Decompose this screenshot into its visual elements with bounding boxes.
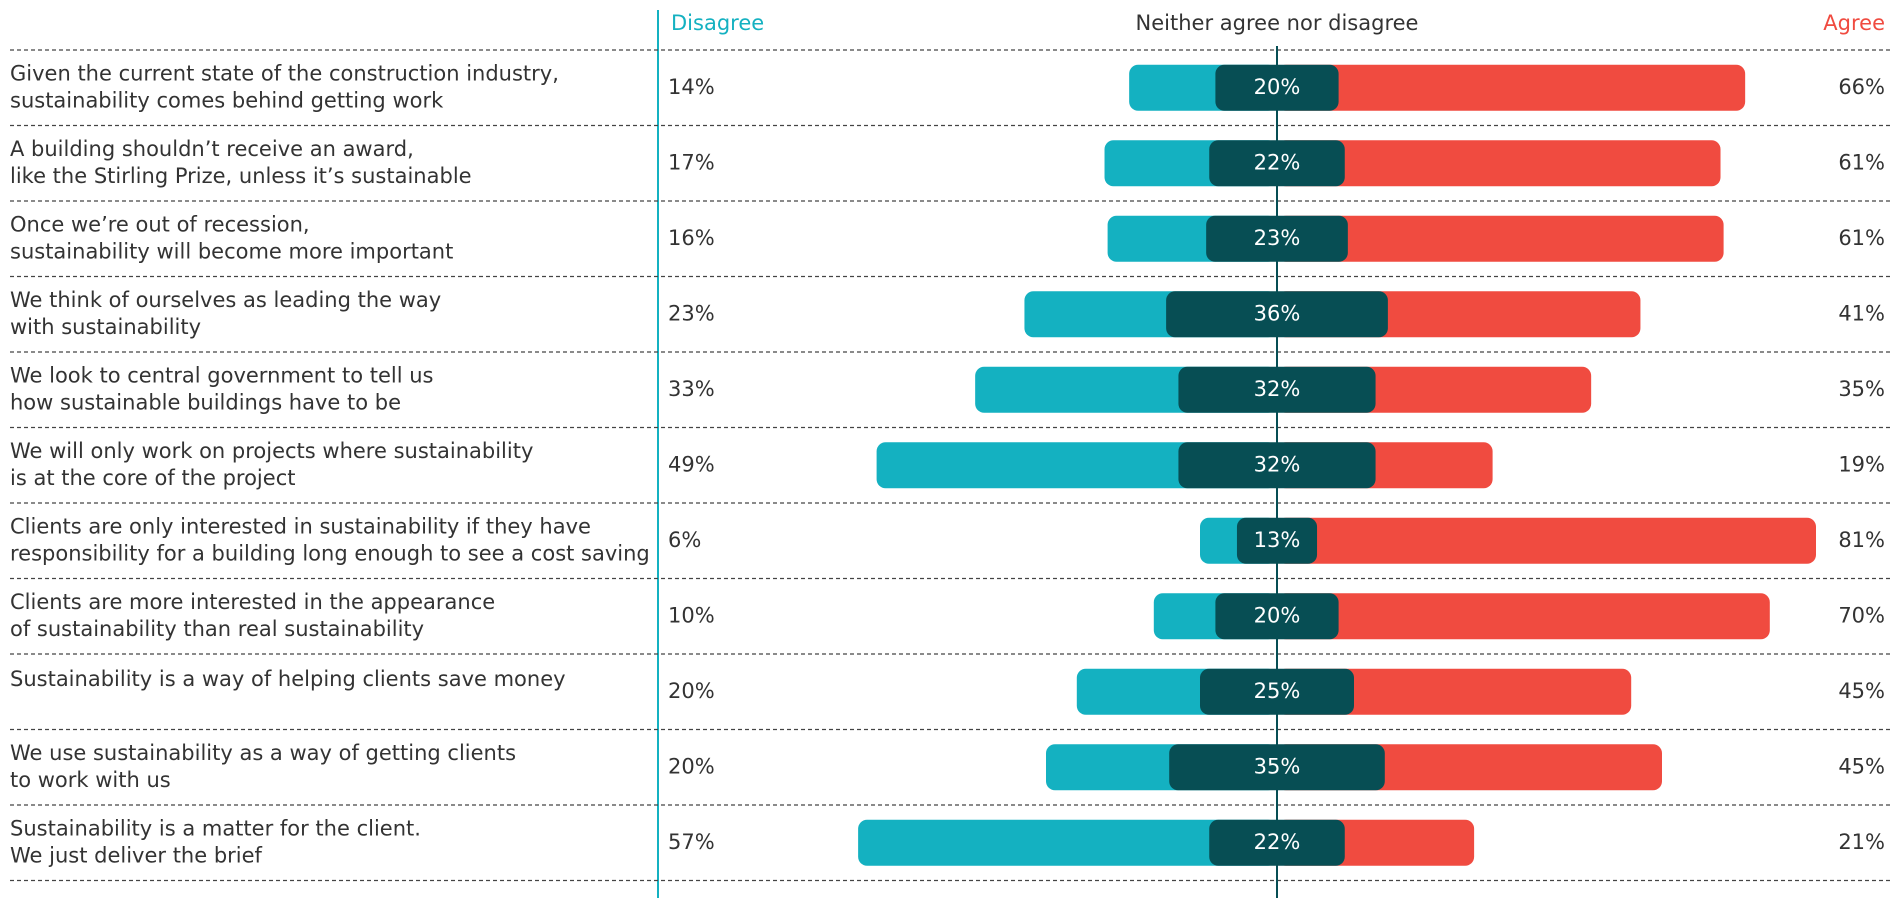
agree-label: 21%: [1838, 830, 1885, 854]
bar-agree: [1277, 215, 1724, 262]
agree-label: 70%: [1838, 603, 1885, 627]
row-label: Given the current state of the construct…: [10, 61, 559, 85]
row-label: We look to central government to tell us: [10, 363, 433, 387]
disagree-label: 6%: [668, 528, 701, 552]
disagree-label: 20%: [668, 754, 715, 778]
row-label: Clients are only interested in sustainab…: [10, 514, 591, 538]
disagree-label: 16%: [668, 226, 715, 250]
neutral-label: 20%: [1254, 75, 1301, 99]
row-label: Clients are more interested in the appea…: [10, 590, 495, 614]
neutral-label: 36%: [1254, 301, 1301, 325]
disagree-label: 33%: [668, 377, 715, 401]
row-label: We use sustainability as a way of gettin…: [10, 741, 516, 765]
row-label: is at the core of the project: [10, 466, 295, 490]
row-label: how sustainable buildings have to be: [10, 390, 401, 414]
neutral-label: 25%: [1254, 679, 1301, 703]
neutral-label: 35%: [1254, 754, 1301, 778]
agree-label: 61%: [1838, 226, 1885, 250]
disagree-label: 10%: [668, 603, 715, 627]
agree-label: 61%: [1838, 150, 1885, 174]
neutral-label: 32%: [1254, 377, 1301, 401]
header-agree: Agree: [1823, 11, 1885, 35]
agree-label: 45%: [1838, 754, 1885, 778]
bar-disagree: [876, 442, 1277, 489]
agree-label: 41%: [1838, 301, 1885, 325]
disagree-label: 17%: [668, 150, 715, 174]
agree-label: 66%: [1838, 75, 1885, 99]
row-label: Sustainability is a matter for the clien…: [10, 816, 421, 840]
row-label: sustainability comes behind getting work: [10, 88, 444, 112]
row-label: We will only work on projects where sust…: [10, 439, 533, 463]
bar-disagree: [858, 819, 1277, 866]
row-label: We think of ourselves as leading the way: [10, 288, 441, 312]
header-disagree: Disagree: [671, 11, 764, 35]
neutral-label: 22%: [1254, 830, 1301, 854]
row-label: A building shouldn’t receive an award,: [10, 137, 414, 161]
neutral-label: 32%: [1254, 452, 1301, 476]
neutral-label: 23%: [1254, 226, 1301, 250]
disagree-label: 57%: [668, 830, 715, 854]
disagree-label: 20%: [668, 679, 715, 703]
header-neutral: Neither agree nor disagree: [1136, 11, 1419, 35]
agree-label: 19%: [1838, 452, 1885, 476]
row-label: Once we’re out of recession,: [10, 212, 310, 236]
row-label: like the Stirling Prize, unless it’s sus…: [10, 164, 472, 188]
agree-label: 81%: [1838, 528, 1885, 552]
disagree-label: 14%: [668, 75, 715, 99]
disagree-label: 23%: [668, 301, 715, 325]
row-label: Sustainability is a way of helping clien…: [10, 667, 566, 691]
row-label: We just deliver the brief: [10, 843, 263, 867]
row-label: to work with us: [10, 768, 171, 792]
row-label: with sustainability: [10, 315, 201, 339]
bar-agree: [1277, 64, 1746, 111]
bar-agree: [1277, 517, 1816, 564]
agree-label: 35%: [1838, 377, 1885, 401]
neutral-label: 22%: [1254, 150, 1301, 174]
neutral-label: 13%: [1254, 528, 1301, 552]
row-label: responsibility for a building long enoug…: [10, 541, 650, 565]
row-label: of sustainability than real sustainabili…: [10, 617, 424, 641]
bar-agree: [1277, 593, 1770, 640]
bar-agree: [1277, 140, 1721, 187]
row-label: sustainability will become more importan…: [10, 239, 453, 263]
neutral-label: 20%: [1254, 603, 1301, 627]
disagree-label: 49%: [668, 452, 715, 476]
bar-agree: [1277, 668, 1632, 715]
agree-label: 45%: [1838, 679, 1885, 703]
